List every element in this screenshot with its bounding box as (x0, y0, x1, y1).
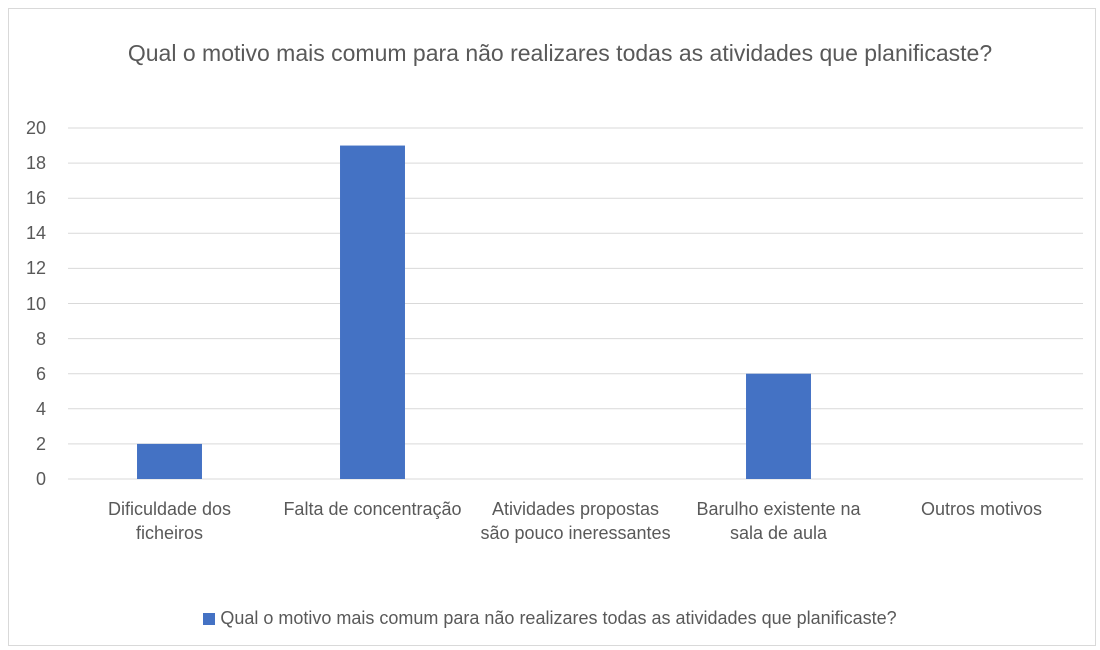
y-tick-label: 10 (25, 293, 46, 314)
y-tick-label: 0 (35, 469, 46, 489)
y-tick-label: 2 (35, 433, 46, 454)
y-tick-label: 16 (25, 188, 46, 209)
y-tick-label: 8 (35, 328, 46, 349)
y-tick-label: 6 (35, 363, 46, 384)
x-tick-label: Outros motivos (920, 499, 1043, 519)
y-tick-label: 14 (25, 223, 46, 244)
y-tick-label: 18 (25, 153, 46, 174)
legend: Qual o motivo mais comum para não realiz… (0, 608, 1100, 629)
y-tick-label: 4 (35, 398, 46, 419)
bar (137, 443, 202, 479)
chart-border (8, 8, 1096, 646)
bar (340, 145, 405, 480)
legend-swatch (203, 612, 216, 625)
x-tick-label: Barulho existente na sala de aula (696, 499, 861, 543)
x-tick-label: Atividades propostas são pouco ineressan… (480, 499, 671, 543)
chart-title: Qual o motivo mais comum para não realiz… (127, 40, 993, 66)
x-tick-label: Falta de concentração (283, 499, 462, 519)
legend-label: Qual o motivo mais comum para não realiz… (220, 608, 897, 628)
y-tick-label: 20 (25, 118, 46, 138)
bar (746, 373, 811, 479)
x-tick-label: Dificuldade dos ficheiros (107, 499, 232, 543)
y-tick-label: 12 (25, 258, 46, 279)
